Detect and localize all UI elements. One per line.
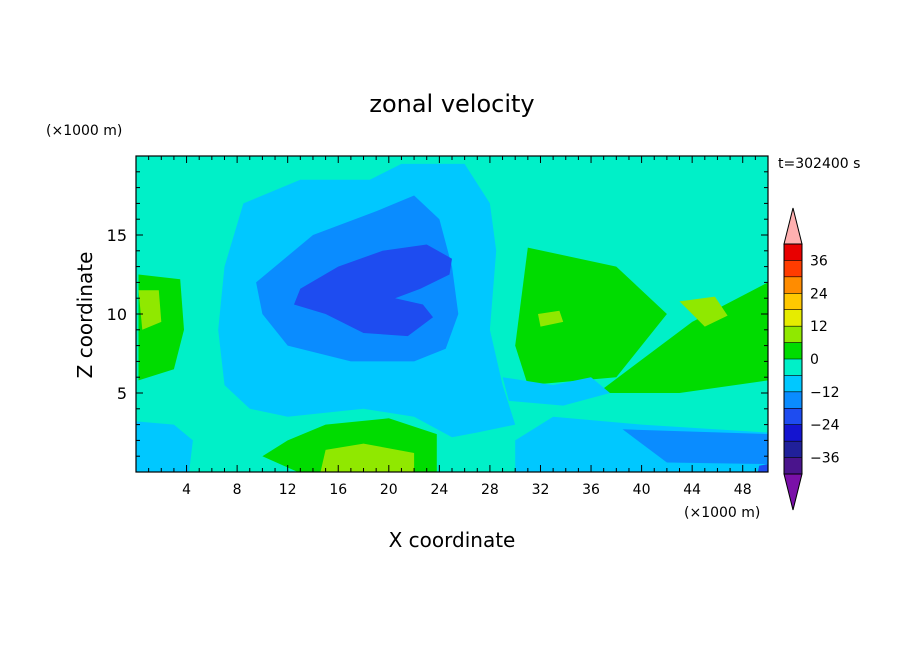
x-tick-label: 16: [329, 482, 347, 498]
colorbar-segment: [784, 424, 802, 442]
contour-region-14: [622, 429, 768, 465]
colorbar-segment: [784, 326, 802, 343]
x-axis: 4 8 12 16 20 24 28 32 36 40 44 48: [148, 156, 756, 498]
colorbar-segment: [784, 244, 802, 261]
colorbar-segment: [784, 391, 802, 409]
x-unit-label: (×1000 m): [684, 505, 760, 521]
colorbar-top-arrow: [783, 207, 803, 245]
x-tick-label: 28: [481, 482, 499, 498]
contour-region-8: [538, 310, 564, 327]
x-tick-label: 40: [633, 482, 651, 498]
colorbar-label: 36: [810, 253, 828, 269]
y-tick-label: 5: [117, 384, 127, 403]
y-axis-title: Z coordinate: [73, 252, 97, 379]
contour-regions: [136, 156, 768, 472]
colorbar-segment: [784, 293, 802, 310]
contour-region-5: [138, 290, 162, 330]
z-unit-label: (×1000 m): [46, 123, 122, 139]
chart-title: zonal velocity: [369, 90, 534, 118]
contour-region-3: [515, 247, 667, 386]
colorbar-segment: [784, 408, 802, 425]
colorbar-label: −36: [810, 451, 840, 467]
y-axis: 5 10 15: [107, 171, 768, 457]
contour-region-6: [320, 443, 415, 472]
colorbar: 36 24 12 0 −12 −24 −36: [783, 207, 840, 511]
colorbar-label: 0: [810, 352, 819, 368]
x-tick-label: 48: [734, 482, 752, 498]
contour-region-12: [502, 377, 610, 406]
x-tick-label: 36: [582, 482, 600, 498]
contour-region-16: [757, 464, 768, 472]
time-label: t=302400 s: [778, 156, 860, 172]
colorbar-label: 24: [810, 286, 828, 302]
x-axis-title: X coordinate: [389, 528, 516, 552]
contour-region-10: [136, 421, 193, 472]
x-tick-label: 8: [233, 482, 242, 498]
contour-region-4: [597, 282, 768, 393]
x-tick-label: 20: [380, 482, 398, 498]
y-tick-label: 10: [107, 305, 127, 324]
colorbar-segment: [784, 359, 802, 376]
colorbar-segment: [784, 260, 802, 277]
y-tick-label: 15: [107, 226, 127, 245]
colorbar-segment: [784, 441, 802, 458]
contour-region-15: [294, 244, 452, 337]
colorbar-segment: [784, 309, 802, 327]
colorbar-segment: [784, 276, 802, 294]
colorbar-label: −12: [810, 385, 840, 401]
colorbar-segment: [784, 342, 802, 359]
x-tick-label: 32: [532, 482, 550, 498]
contour-region-7: [679, 296, 728, 327]
colorbar-bottom-arrow: [783, 473, 803, 511]
x-tick-label: 4: [182, 482, 191, 498]
x-tick-label: 24: [430, 482, 448, 498]
x-tick-label: 12: [279, 482, 297, 498]
colorbar-label: 12: [810, 319, 828, 335]
colorbar-label: −24: [810, 418, 840, 434]
colorbar-segment: [784, 457, 802, 474]
colorbar-segment: [784, 375, 802, 392]
x-tick-label: 44: [683, 482, 701, 498]
